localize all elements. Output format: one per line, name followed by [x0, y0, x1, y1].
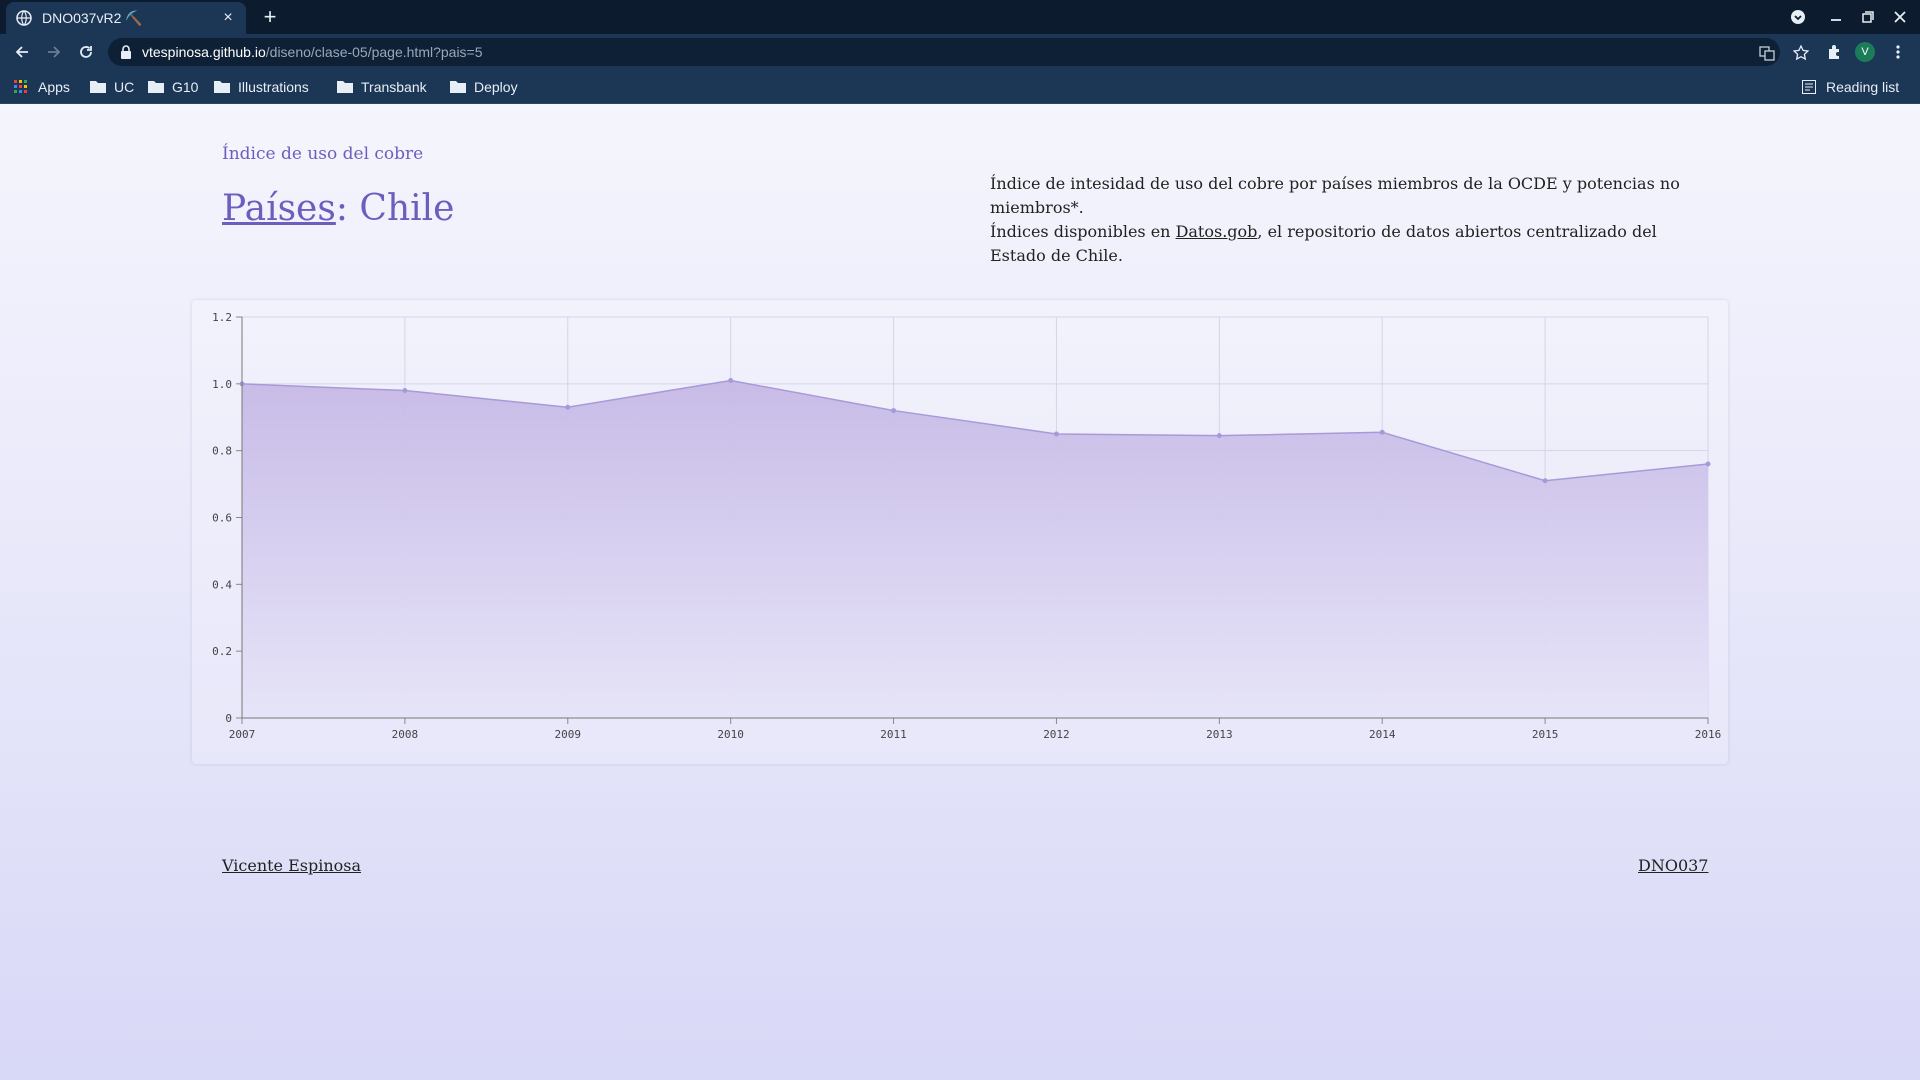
- course-code-link[interactable]: DNO037: [1638, 856, 1709, 875]
- folder-icon: [337, 80, 353, 94]
- data-point: [728, 377, 734, 383]
- tab-search-icon[interactable]: [1782, 0, 1814, 34]
- bookmark-folder-deploy[interactable]: Deploy: [450, 77, 518, 97]
- x-tick-label: 2009: [555, 728, 582, 741]
- x-tick-label: 2012: [1043, 728, 1070, 741]
- x-tick-label: 2011: [880, 728, 907, 741]
- bookmark-label: G10: [172, 79, 199, 95]
- bookmark-label: Transbank: [361, 79, 427, 95]
- page-content: Índice de uso del cobre Países: Chile Ín…: [0, 104, 1920, 1080]
- x-tick-label: 2013: [1206, 728, 1233, 741]
- close-tab-icon[interactable]: ×: [223, 9, 233, 26]
- address-bar[interactable]: vtespinosa.github.io/diseno/clase-05/pag…: [108, 38, 1809, 66]
- chart-card: 0 0.2 0.4 0.6 0.8 1.0 1.2 2007 2008 2009 2010 2011 2…: [192, 300, 1728, 764]
- y-tick-label: 0.2: [212, 645, 232, 658]
- forward-icon[interactable]: [42, 40, 66, 64]
- bookmark-folder-illustrations[interactable]: Illustrations: [214, 77, 309, 97]
- url-path: /diseno/clase-05/page.html?pais=5: [265, 44, 483, 60]
- data-point: [1216, 433, 1222, 439]
- close-window-icon[interactable]: [1884, 0, 1916, 34]
- folder-icon: [450, 80, 466, 94]
- active-tab[interactable]: DNO037vR2 ⛏️ ×: [6, 2, 246, 34]
- bookmark-folder-g10[interactable]: G10: [148, 77, 198, 97]
- tab-title: DNO037vR2 ⛏️: [42, 9, 143, 26]
- data-point: [1053, 431, 1059, 437]
- reload-icon[interactable]: [74, 40, 98, 64]
- page-kicker: Índice de uso del cobre: [222, 144, 424, 164]
- y-tick-label: 0.6: [212, 512, 232, 525]
- tab-strip: DNO037vR2 ⛏️ × +: [0, 0, 1920, 34]
- x-tick-label: 2008: [392, 728, 419, 741]
- new-tab-button[interactable]: +: [263, 4, 277, 29]
- data-point: [1379, 429, 1385, 435]
- bookmark-label: UC: [114, 79, 135, 95]
- x-tick-label: 2015: [1532, 728, 1559, 741]
- country-name: : Chile: [335, 188, 455, 229]
- profile-avatar[interactable]: V: [1855, 42, 1875, 62]
- y-tick-label: 0: [225, 712, 232, 725]
- area-chart: 0 0.2 0.4 0.6 0.8 1.0 1.2 2007 2008 2009 2010 2011 2…: [212, 311, 1722, 741]
- restore-icon[interactable]: [1852, 0, 1884, 34]
- url-host: vtespinosa.github.io: [142, 44, 266, 60]
- bookmark-label: Apps: [38, 79, 70, 95]
- x-tick-label: 2016: [1695, 728, 1722, 741]
- data-point: [402, 388, 408, 394]
- x-tick-label: 2014: [1369, 728, 1396, 741]
- area-fill: [242, 380, 1708, 718]
- countries-link[interactable]: Países: [222, 188, 336, 229]
- back-icon[interactable]: [10, 40, 34, 64]
- bookmarks-bar: Apps UC G10 Illustrations Transbank Depl…: [0, 70, 1920, 104]
- lock-icon: [120, 45, 132, 59]
- x-tick-label: 2010: [717, 728, 744, 741]
- apps-grid-icon: [14, 80, 30, 94]
- y-tick-label: 1.2: [212, 311, 232, 324]
- data-point: [891, 408, 897, 414]
- folder-icon: [90, 80, 106, 94]
- datos-gob-link[interactable]: Datos.gob: [1175, 222, 1258, 241]
- y-tick-label: 1.0: [212, 378, 232, 391]
- description-line-2-pre: Índices disponibles en: [990, 222, 1176, 241]
- bookmark-folder-transbank[interactable]: Transbank: [337, 77, 427, 97]
- folder-icon: [214, 80, 230, 94]
- bookmark-label: Deploy: [474, 79, 518, 95]
- description-line-2-post: , el repositorio de datos abiertos centr…: [990, 222, 1657, 265]
- bookmark-star-icon[interactable]: [1792, 44, 1810, 62]
- data-point: [565, 404, 571, 410]
- bookmark-apps[interactable]: Apps: [14, 77, 70, 97]
- page-description: Índice de intesidad de uso del cobre por…: [990, 172, 1710, 268]
- globe-icon: [16, 10, 32, 26]
- translate-icon[interactable]: [1758, 44, 1776, 62]
- data-point: [1542, 478, 1548, 484]
- browser-toolbar: vtespinosa.github.io/diseno/clase-05/pag…: [0, 34, 1920, 70]
- x-tick-label: 2007: [229, 728, 256, 741]
- series-line: [241, 379, 1709, 482]
- y-tick-label: 0.8: [212, 445, 232, 458]
- folder-icon: [148, 80, 164, 94]
- reading-list-icon: [1802, 80, 1818, 94]
- menu-icon[interactable]: [1886, 40, 1910, 64]
- reading-list-button[interactable]: Reading list: [1802, 77, 1899, 97]
- page-title: Países: Chile: [222, 188, 454, 229]
- bookmark-label: Illustrations: [238, 79, 309, 95]
- description-line-1: Índice de intesidad de uso del cobre por…: [990, 174, 1680, 217]
- minimize-icon[interactable]: [1820, 0, 1852, 34]
- reading-list-label: Reading list: [1826, 79, 1900, 95]
- y-tick-label: 0.4: [212, 578, 232, 591]
- bookmark-folder-uc[interactable]: UC: [90, 77, 134, 97]
- data-point: [1705, 461, 1711, 467]
- extensions-icon[interactable]: [1822, 40, 1846, 64]
- author-link[interactable]: Vicente Espinosa: [222, 856, 362, 875]
